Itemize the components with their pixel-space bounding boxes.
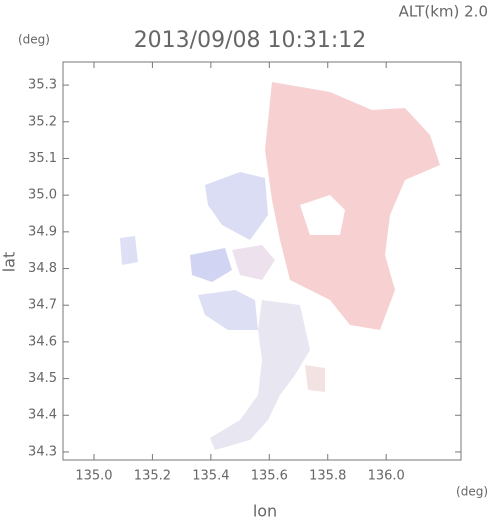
altitude-label: ALT(km) 2.0 [399,3,488,21]
y-unit: (deg) [18,33,50,47]
y-tick-label: 35.0 [28,188,57,203]
y-tick-label: 34.8 [28,261,57,276]
y-tick-label: 34.3 [28,444,57,459]
x-tick-label: 136.0 [368,469,405,484]
x-unit: (deg) [456,485,488,499]
y-tick-label: 35.1 [28,151,57,166]
x-tick-label: 135.4 [192,469,229,484]
y-tick-label: 34.7 [28,298,57,313]
y-tick-label: 34.9 [28,224,57,239]
x-tick-label: 135.8 [309,469,346,484]
y-tick-label: 34.5 [28,371,57,386]
y-tick-label: 34.6 [28,334,57,349]
x-tick-label: 135.2 [134,469,171,484]
y-tick-label: 34.4 [28,408,57,423]
y-tick-label: 35.3 [28,78,57,93]
plot-frame [62,61,462,461]
y-tick-label: 35.2 [28,114,57,129]
chart-title: 2013/09/08 10:31:12 [134,28,367,53]
x-tick-label: 135.6 [251,469,288,484]
velocity-field [120,82,440,450]
x-tick-label: 135.0 [75,469,112,484]
y-axis-label: lat [0,252,19,273]
x-axis-label: lon [253,502,277,521]
